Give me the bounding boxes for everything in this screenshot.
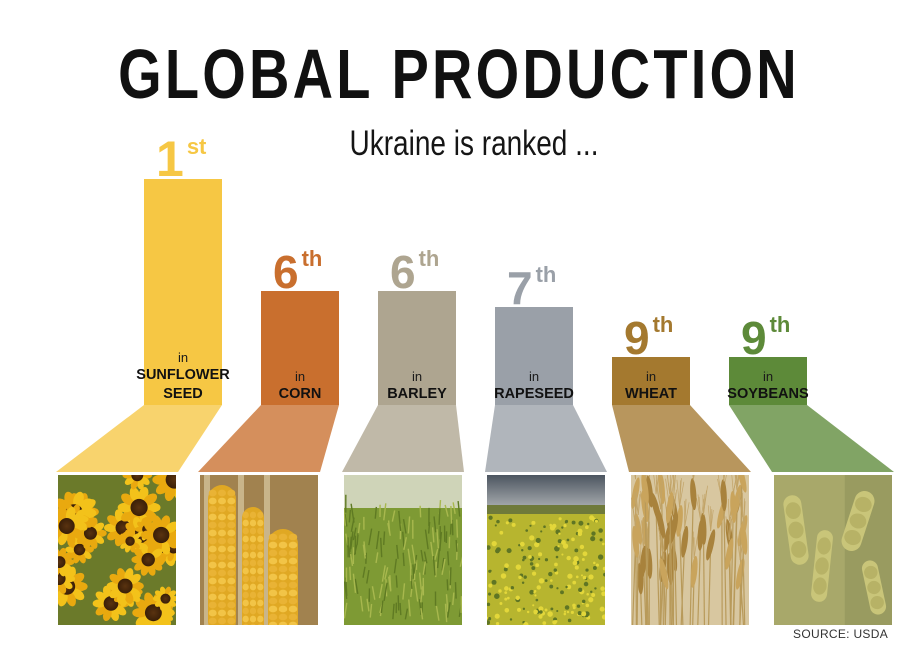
bar-ribbon xyxy=(56,405,222,472)
in-label: in xyxy=(763,369,773,384)
bar-group-1: 1 st in SUNFLOWER SEED xyxy=(56,131,230,472)
crop-label: SOYBEANS xyxy=(727,386,809,402)
soybean-pods-image xyxy=(774,475,892,625)
in-label: in xyxy=(412,369,422,384)
bar xyxy=(612,357,690,405)
in-label: in xyxy=(529,369,539,384)
crop-label: BARLEY xyxy=(387,386,447,402)
crop-label: SEED xyxy=(163,386,203,402)
crop-label: WHEAT xyxy=(625,386,677,402)
sunflower-field-image xyxy=(58,475,176,625)
bar-ribbon xyxy=(342,405,464,472)
bar xyxy=(378,291,456,405)
rank-suffix: st xyxy=(187,134,207,159)
bar-ribbon xyxy=(198,405,339,472)
bar xyxy=(729,357,807,405)
rank-number: 1 xyxy=(156,131,184,187)
barley-field-image xyxy=(344,475,462,625)
rank-number: 6 xyxy=(390,246,416,298)
in-label: in xyxy=(178,350,188,365)
page-subtitle: Ukraine is ranked ... xyxy=(349,124,599,163)
wheat-ears-image xyxy=(631,475,749,625)
bar xyxy=(144,179,222,405)
page-title: GLOBAL PRODUCTION xyxy=(118,35,800,113)
bar-group-4: 7 th in RAPESEED xyxy=(485,262,607,472)
rapeseed-field-image xyxy=(487,475,605,625)
in-label: in xyxy=(646,369,656,384)
rank-suffix: th xyxy=(770,312,791,337)
crop-label: SUNFLOWER xyxy=(136,367,230,383)
bar-group-2: 6 th in CORN xyxy=(198,246,339,472)
bar-group-5: 9 th in WHEAT xyxy=(612,312,751,472)
rank-number: 6 xyxy=(273,246,299,298)
bar xyxy=(261,291,339,405)
rank-number: 9 xyxy=(624,312,650,364)
source-note: SOURCE: USDA xyxy=(793,627,888,641)
bar-group-3: 6 th in BARLEY xyxy=(342,246,464,472)
bar-ribbon xyxy=(612,405,751,472)
bar-ribbon xyxy=(729,405,894,472)
rank-suffix: th xyxy=(536,262,557,287)
rank-number: 7 xyxy=(507,262,533,314)
in-label: in xyxy=(295,369,305,384)
bar-ribbon xyxy=(485,405,607,472)
rank-suffix: th xyxy=(419,246,440,271)
rank-number: 9 xyxy=(741,312,767,364)
corn-cobs-image xyxy=(200,475,318,625)
crop-label: RAPESEED xyxy=(494,386,574,402)
crop-label: CORN xyxy=(279,386,322,402)
rank-suffix: th xyxy=(302,246,323,271)
bar xyxy=(495,307,573,405)
bar-group-6: 9 th in SOYBEANS xyxy=(727,312,894,472)
rank-suffix: th xyxy=(653,312,674,337)
